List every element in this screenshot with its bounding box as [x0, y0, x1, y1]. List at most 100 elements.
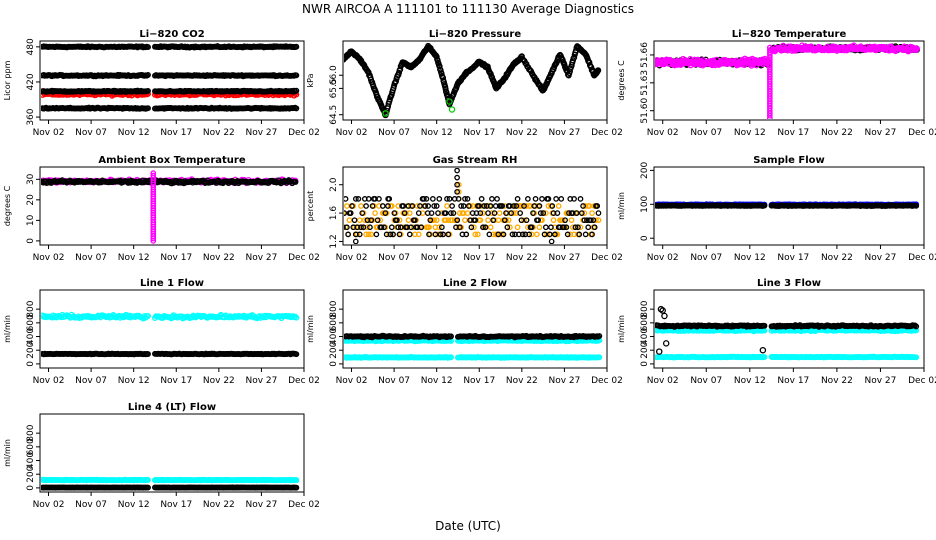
y-tick-label: 800	[329, 300, 339, 317]
data-point	[365, 231, 372, 238]
data-point	[534, 231, 540, 238]
data-point	[454, 217, 461, 224]
panel-title: Li−820 CO2	[139, 29, 204, 40]
data-point	[468, 224, 475, 231]
data-point	[555, 203, 562, 209]
data-point	[387, 231, 394, 238]
data-point	[541, 231, 548, 238]
data-point	[536, 224, 543, 231]
x-tick-label: Nov 27	[245, 253, 277, 263]
data-point	[499, 203, 506, 209]
x-tick-label: Nov 07	[75, 253, 107, 263]
data-point	[464, 196, 471, 202]
data-point	[478, 196, 485, 202]
x-tick-label: Nov 07	[378, 128, 410, 138]
series-line1-black	[41, 350, 300, 358]
data-point	[576, 231, 583, 238]
data-point	[523, 217, 530, 224]
plot-frame	[39, 289, 305, 369]
data-point	[464, 210, 471, 216]
x-tick-label: Nov 27	[245, 376, 277, 386]
data-point	[528, 231, 535, 238]
data-point	[585, 224, 592, 231]
data-point	[496, 210, 503, 216]
data-point	[766, 47, 773, 53]
data-point	[355, 196, 362, 202]
data-point	[554, 210, 561, 216]
data-point	[539, 196, 545, 202]
data-point	[465, 203, 472, 209]
y-axis-label: degrees C	[617, 60, 626, 101]
data-point	[382, 210, 389, 216]
y-tick-label: 0	[640, 235, 650, 241]
data-point	[415, 210, 422, 216]
x-tick-label: Nov 02	[336, 128, 368, 138]
data-point	[571, 196, 577, 202]
data-point	[391, 210, 398, 216]
data-point	[408, 224, 414, 231]
x-tick-label: Nov 27	[245, 128, 277, 138]
data-point	[569, 224, 576, 231]
data-point	[562, 217, 568, 224]
data-point	[347, 210, 354, 216]
x-tick-label: Nov 02	[33, 128, 65, 138]
data-point	[494, 196, 500, 202]
x-tick-label: Nov 07	[690, 128, 722, 138]
data-point	[509, 231, 516, 238]
data-point	[145, 87, 151, 94]
x-tick-label: Nov 22	[506, 253, 538, 263]
series-transition	[766, 44, 773, 119]
figure-title: NWR AIRCOA A 111101 to 111130 Average Di…	[302, 2, 634, 16]
data-point	[414, 203, 421, 209]
x-tick-label: Nov 12	[118, 128, 150, 138]
y-tick-label: 200	[329, 341, 339, 358]
data-point	[485, 217, 491, 224]
y-tick-label: 1.2	[329, 234, 339, 248]
data-point	[293, 87, 300, 94]
data-point	[472, 217, 479, 224]
y-tick-label: 600	[26, 314, 36, 331]
data-point	[454, 188, 460, 195]
x-tick-label: Dec 02	[288, 376, 320, 386]
y-axis-label: ml/min	[3, 315, 12, 343]
x-tick-label: Nov 22	[506, 128, 538, 138]
data-point	[293, 72, 300, 79]
data-point	[537, 210, 544, 216]
x-tick-label: Nov 12	[734, 128, 766, 138]
y-tick-label: 51.63	[640, 70, 650, 96]
y-tick-label: 400	[26, 328, 36, 345]
plot-area	[41, 43, 300, 112]
data-point	[491, 210, 498, 216]
plot-frame	[653, 166, 925, 246]
data-point	[577, 224, 584, 231]
data-point	[435, 210, 441, 216]
plot-area	[41, 311, 300, 358]
data-point	[519, 231, 526, 238]
data-point	[365, 69, 372, 76]
data-point	[378, 224, 385, 231]
data-point	[593, 217, 599, 224]
x-tick-label: Nov 02	[647, 128, 679, 138]
data-point	[433, 53, 440, 60]
data-point	[367, 224, 373, 231]
y-tick-label: 30	[26, 173, 36, 185]
x-tick-label: Nov 17	[777, 253, 809, 263]
data-point	[535, 217, 541, 224]
y-tick-label: 400	[329, 328, 339, 345]
panel-title: Ambient Box Temperature	[98, 155, 245, 166]
data-point	[435, 231, 441, 238]
y-tick-label: 65.5	[329, 78, 339, 98]
data-point	[368, 231, 375, 238]
data-point	[596, 354, 603, 361]
data-point	[590, 217, 597, 224]
data-point	[480, 210, 486, 216]
plot-frame	[342, 40, 608, 121]
data-point	[376, 196, 382, 202]
data-point	[482, 224, 489, 231]
data-point	[540, 210, 547, 216]
data-point	[477, 210, 484, 216]
data-point	[372, 210, 378, 216]
series-level-405	[41, 87, 300, 96]
